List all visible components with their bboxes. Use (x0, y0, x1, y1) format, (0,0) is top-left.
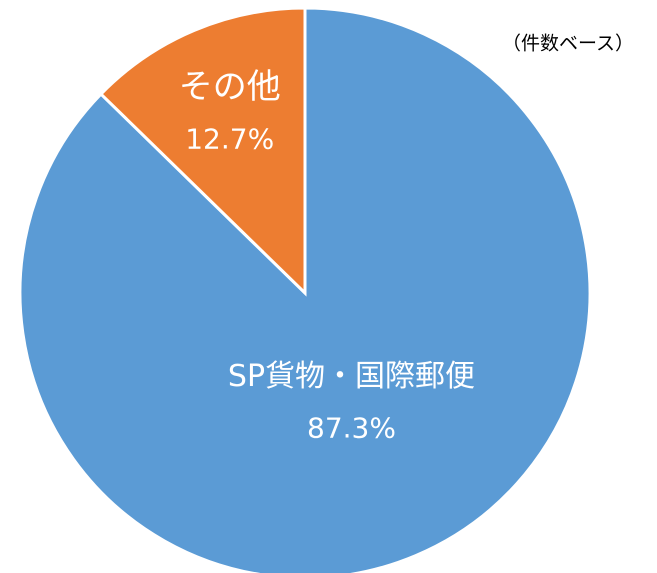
slice-label: SP貨物・国際郵便 (228, 359, 475, 394)
pie-slice (98, 6, 307, 297)
chart-subtitle: （件数ベース） (502, 33, 634, 55)
slice-value-label: 87.3% (307, 411, 396, 444)
slice-label: その他 (179, 67, 281, 107)
slice-value-label: 12.7% (185, 122, 274, 155)
